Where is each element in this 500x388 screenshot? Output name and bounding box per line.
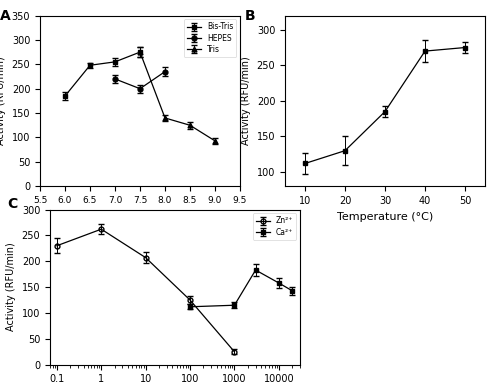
Text: B: B	[245, 9, 256, 23]
Y-axis label: Activity (RFU/min): Activity (RFU/min)	[241, 57, 251, 145]
Y-axis label: Activity (RFU/min): Activity (RFU/min)	[0, 57, 6, 145]
X-axis label: Temperature (°C): Temperature (°C)	[337, 211, 433, 222]
Legend: Zn²⁺, Ca²⁺: Zn²⁺, Ca²⁺	[253, 213, 296, 240]
Text: C: C	[8, 197, 18, 211]
Legend: Bis-Tris, HEPES, Tris: Bis-Tris, HEPES, Tris	[184, 19, 236, 57]
Text: A: A	[0, 9, 10, 23]
Y-axis label: Activity (RFU/min): Activity (RFU/min)	[6, 243, 16, 331]
X-axis label: pH: pH	[132, 211, 148, 220]
